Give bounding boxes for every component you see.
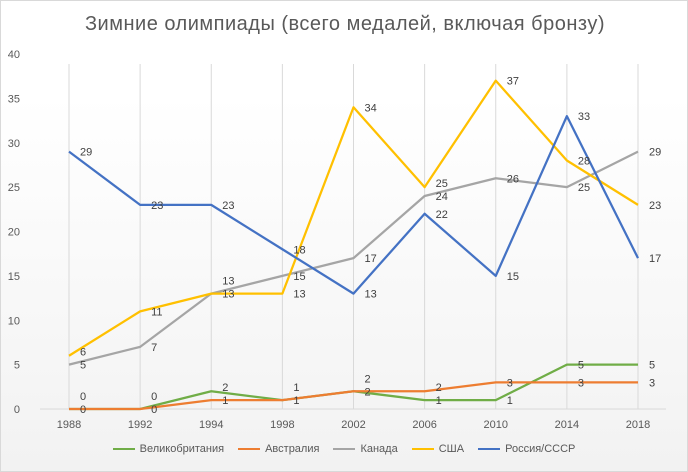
- legend-swatch: [238, 448, 261, 450]
- data-label: 3: [507, 377, 513, 389]
- x-tick-label: 1998: [270, 419, 294, 431]
- data-label: 17: [365, 253, 377, 265]
- data-label: 1: [507, 395, 513, 407]
- data-label: 25: [436, 178, 448, 190]
- data-label: 33: [578, 111, 590, 123]
- data-label: 13: [222, 289, 234, 301]
- y-tick-label: 40: [8, 49, 20, 61]
- data-label: 5: [649, 360, 655, 372]
- y-tick-label: 30: [8, 138, 20, 150]
- data-label: 25: [578, 182, 590, 194]
- legend-item: Австралия: [238, 443, 319, 455]
- data-label: 1: [436, 395, 442, 407]
- y-tick-label: 10: [8, 315, 20, 327]
- series-line-3: [68, 79, 639, 357]
- data-label: 5: [80, 360, 86, 372]
- legend-label: Великобритания: [139, 443, 225, 455]
- data-label: 0: [80, 404, 86, 416]
- data-label: 13: [222, 276, 234, 288]
- data-label: 23: [222, 200, 234, 212]
- series-line-1: [69, 381, 638, 411]
- legend-label: Канада: [360, 443, 398, 455]
- data-label: 23: [151, 200, 163, 212]
- x-tick-label: 2006: [412, 419, 436, 431]
- data-label: 5: [578, 360, 584, 372]
- x-tick-label: 1994: [199, 419, 223, 431]
- data-label: 1: [293, 395, 299, 407]
- legend-item: США: [411, 443, 465, 455]
- legend-label: Австралия: [265, 443, 320, 455]
- data-label: 29: [649, 147, 661, 159]
- data-label: 2: [222, 382, 228, 394]
- data-label: 0: [80, 391, 86, 403]
- y-tick-label: 5: [14, 360, 20, 372]
- x-tick-label: 2018: [626, 419, 650, 431]
- data-label: 13: [365, 289, 377, 301]
- x-tick-label: 2002: [341, 419, 365, 431]
- data-label: 7: [151, 342, 157, 354]
- data-label: 23: [649, 200, 661, 212]
- data-label: 0: [151, 404, 157, 416]
- x-tick-label: 1992: [128, 419, 152, 431]
- legend-swatch: [333, 448, 356, 450]
- data-label: 37: [507, 76, 519, 88]
- data-label: 6: [80, 347, 86, 359]
- legend-item: Канада: [333, 443, 398, 455]
- data-label: 34: [365, 102, 377, 114]
- data-label: 26: [507, 173, 519, 185]
- data-label: 2: [365, 386, 371, 398]
- data-label: 2: [365, 373, 371, 385]
- x-tick-label: 2014: [555, 419, 579, 431]
- data-label: 24: [436, 191, 448, 203]
- y-tick-label: 15: [8, 271, 20, 283]
- y-tick-label: 35: [8, 93, 20, 105]
- series-line-2: [68, 150, 639, 366]
- data-label: 18: [293, 244, 305, 256]
- legend-swatch: [112, 448, 135, 450]
- data-label: 1: [222, 395, 228, 407]
- legend-label: Россия/СССР: [505, 443, 576, 455]
- chart-title: Зимние олимпиады (всего медалей, включая…: [84, 13, 606, 35]
- series-line-4: [68, 115, 640, 295]
- data-label: 1: [293, 382, 299, 394]
- legend-swatch: [411, 448, 434, 450]
- data-label: 3: [578, 377, 584, 389]
- data-label: 13: [293, 289, 305, 301]
- data-label: 28: [578, 156, 590, 168]
- legend-swatch: [478, 448, 501, 450]
- x-tick-label: 2010: [484, 419, 508, 431]
- legend: Великобритания Австралия Канада США Россия/С…: [0, 443, 688, 455]
- data-label: 3: [649, 377, 655, 389]
- data-label: 15: [293, 271, 305, 283]
- data-label: 17: [649, 253, 661, 265]
- legend-item: Великобритания: [112, 443, 225, 455]
- data-label: 29: [80, 147, 92, 159]
- y-tick-label: 20: [8, 227, 20, 239]
- x-tick-label: 1988: [57, 419, 81, 431]
- data-label: 0: [151, 391, 157, 403]
- data-label: 15: [507, 271, 519, 283]
- data-label: 22: [436, 209, 448, 221]
- y-tick-label: 25: [8, 182, 20, 194]
- legend-item: Россия/СССР: [478, 443, 575, 455]
- data-label: 2: [436, 382, 442, 394]
- data-label: 11: [151, 306, 162, 318]
- y-tick-label: 0: [14, 404, 20, 416]
- legend-label: США: [438, 443, 465, 455]
